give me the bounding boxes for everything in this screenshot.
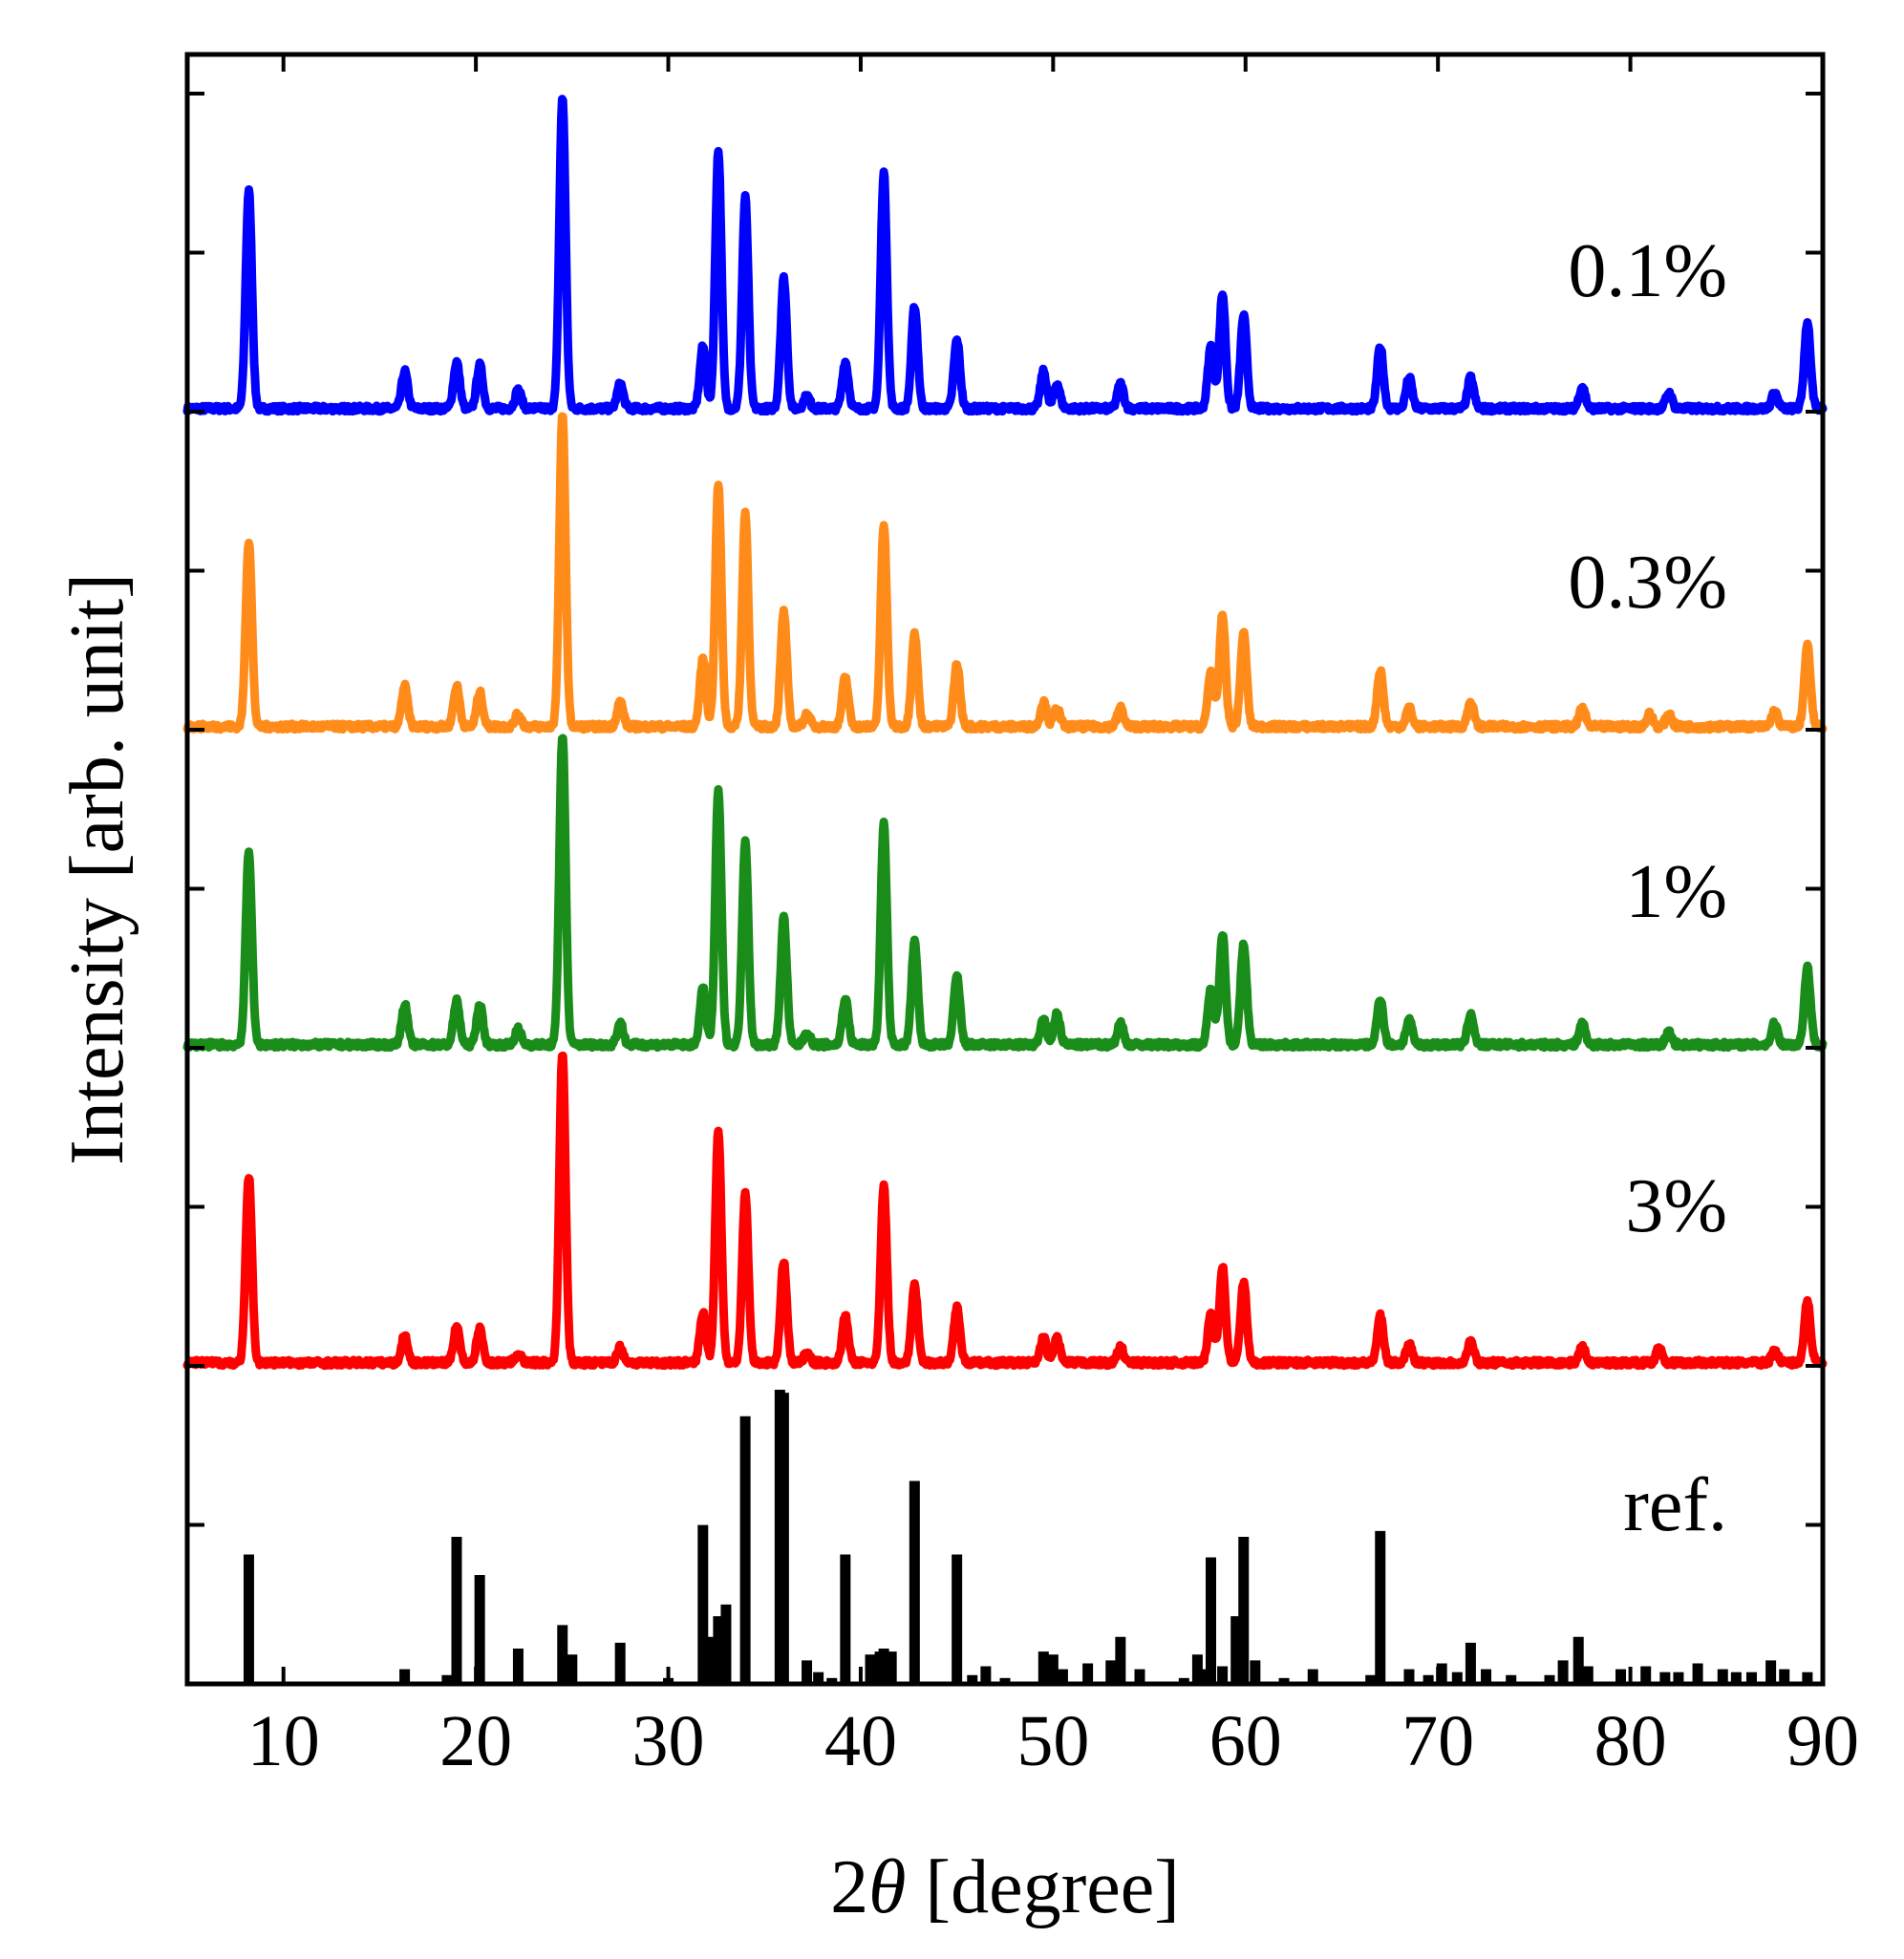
plot-frame bbox=[184, 52, 1826, 1687]
x-tick-label: 60 bbox=[1209, 1701, 1282, 1781]
series-line-2 bbox=[182, 412, 1828, 735]
x-tick-label: 50 bbox=[1016, 1701, 1089, 1781]
series-line-1 bbox=[182, 95, 1828, 416]
x-axis-label-suffix: [degree] bbox=[906, 1845, 1179, 1929]
series-labels: 0.1% 0.3% 1% 3% ref. bbox=[1568, 229, 1727, 1547]
series-line-3 bbox=[182, 734, 1828, 1053]
series-layer bbox=[182, 95, 1828, 1371]
axis-ticks: 10 20 30 40 50 60 70 80 90 bbox=[187, 54, 1859, 1781]
x-axis-label-symbol: θ bbox=[868, 1845, 906, 1929]
series-label: 0.3% bbox=[1568, 541, 1727, 625]
x-tick-label: 20 bbox=[439, 1701, 512, 1781]
x-axis-label-prefix: 2 bbox=[830, 1845, 868, 1929]
x-tick-label: 30 bbox=[632, 1701, 705, 1781]
series-label: ref. bbox=[1623, 1463, 1727, 1547]
series-label: 0.1% bbox=[1568, 229, 1727, 313]
x-tick-label: 80 bbox=[1594, 1701, 1667, 1781]
x-tick-label: 40 bbox=[824, 1701, 897, 1781]
series-label: 3% bbox=[1625, 1164, 1727, 1248]
y-axis-label: Intensity [arb. unit] bbox=[55, 573, 139, 1165]
series-line-4 bbox=[182, 1051, 1828, 1371]
x-tick-label: 70 bbox=[1401, 1701, 1474, 1781]
x-axis-label: 2θ [degree] bbox=[830, 1845, 1180, 1929]
reference-bars bbox=[243, 1390, 1813, 1684]
x-tick-label: 90 bbox=[1786, 1701, 1859, 1781]
x-tick-label: 10 bbox=[247, 1701, 320, 1781]
series-label: 1% bbox=[1625, 850, 1727, 934]
